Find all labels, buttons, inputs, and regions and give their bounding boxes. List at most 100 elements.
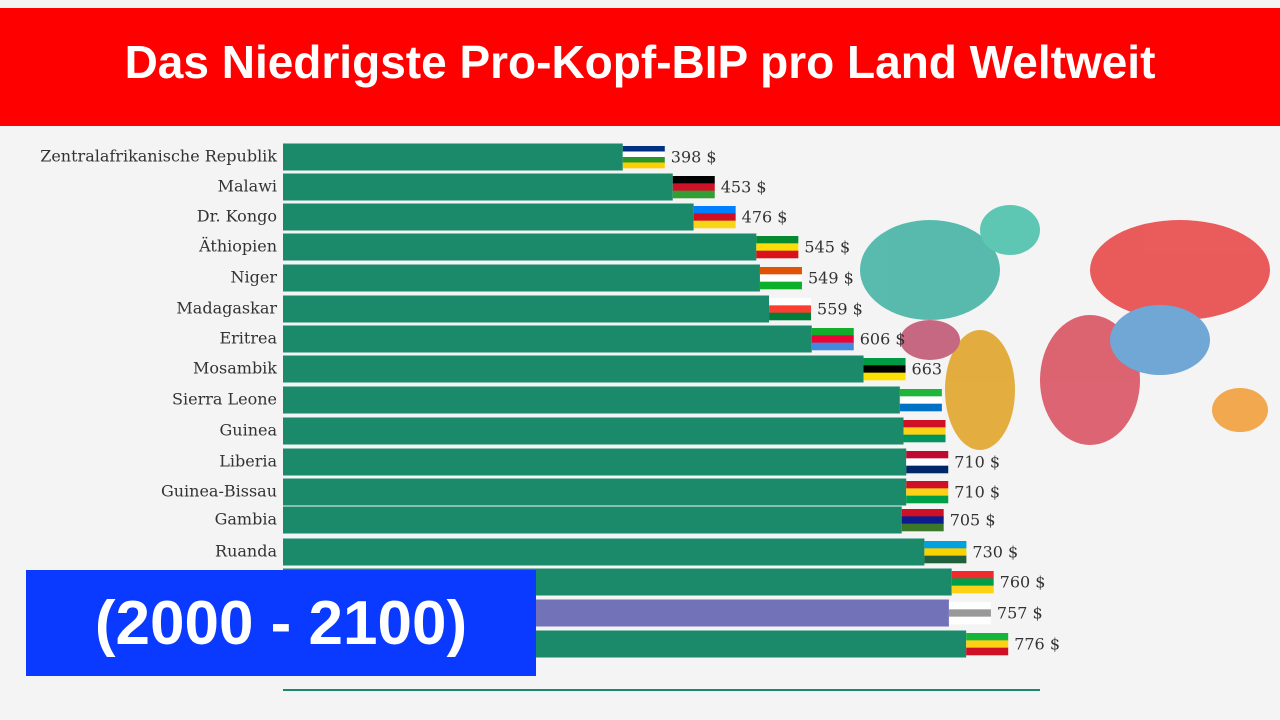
flag-stripe [622, 146, 665, 152]
bar [283, 264, 760, 292]
flag-stripe [966, 633, 1009, 641]
flag-stripe [903, 427, 946, 435]
category-label: Zentralafrikanische Republik [40, 147, 277, 166]
period-box: (2000 - 2100) [26, 570, 536, 676]
flag-stripe [672, 190, 715, 199]
flag-stripe [948, 609, 991, 617]
flag-stripe [759, 267, 802, 275]
category-label: Mosambik [193, 359, 277, 378]
title-banner: Das Niedrigste Pro-Kopf-BIP pro Land Wel… [0, 8, 1280, 126]
flag-stripe [811, 342, 854, 351]
flag-stripe [951, 578, 994, 586]
value-label: 757 $ [997, 604, 1043, 623]
category-label: Ruanda [215, 542, 277, 561]
flag-stripe [948, 616, 991, 625]
value-label: 453 $ [721, 178, 767, 197]
value-label: 776 $ [1014, 635, 1060, 654]
flag-stripe [951, 571, 994, 579]
flag-stripe [966, 647, 1009, 656]
flag-stripe [769, 305, 812, 313]
flag-stripe [693, 213, 736, 221]
flag-stripe [759, 281, 802, 290]
category-label: Niger [231, 268, 278, 287]
flag-stripe [951, 585, 994, 594]
flag-stripe [899, 403, 942, 412]
bar [283, 355, 864, 383]
flag-stripe [863, 372, 906, 381]
bar [283, 173, 673, 201]
flag-stripe [756, 236, 799, 244]
flag-stripe [769, 312, 812, 321]
flag-stripe [903, 420, 946, 428]
category-label: Guinea-Bissau [161, 482, 277, 501]
value-label: 710 $ [954, 483, 1000, 502]
world-map [860, 205, 1270, 450]
value-label: 760 $ [1000, 573, 1046, 592]
flag-stripe [863, 365, 906, 373]
flag-stripe [899, 389, 942, 397]
bar [283, 325, 812, 353]
flag-stripe [906, 451, 949, 459]
flag-stripe [966, 640, 1009, 648]
flag-stripe [622, 162, 665, 169]
period-label: (2000 - 2100) [94, 588, 468, 658]
flag-stripe [899, 396, 942, 404]
flag-stripe [672, 183, 715, 191]
value-label: 710 $ [954, 453, 1000, 472]
value-label: 559 $ [817, 300, 863, 319]
flag-stripe [769, 298, 812, 306]
flag-stripe [906, 458, 949, 466]
flag-stripe [906, 488, 949, 496]
flag-stripe [924, 548, 967, 556]
flag-stripe [672, 176, 715, 184]
flag-stripe [622, 157, 665, 163]
flag-stripe [756, 250, 799, 259]
category-label: Dr. Kongo [197, 207, 277, 226]
value-label: 705 $ [950, 511, 996, 530]
flag-stripe [924, 555, 967, 564]
value-label: 730 $ [972, 543, 1018, 562]
category-label: Guinea [219, 421, 277, 440]
value-label: 398 $ [671, 148, 717, 167]
flag-stripe [948, 602, 991, 610]
category-label: Malawi [218, 177, 277, 196]
flag-stripe [901, 523, 944, 532]
value-label: 549 $ [808, 269, 854, 288]
flag-stripe [811, 335, 854, 343]
flag-stripe [901, 516, 944, 524]
flag-stripe [903, 434, 946, 443]
flag-stripe [693, 206, 736, 214]
bar [283, 448, 907, 476]
value-label: 663 [912, 360, 943, 379]
flag-stripe [693, 220, 736, 229]
bar [283, 203, 694, 231]
category-label: Liberia [219, 452, 277, 471]
flag-stripe [901, 509, 944, 517]
flag-stripe [811, 328, 854, 336]
flag-stripe [756, 243, 799, 251]
bar [283, 417, 904, 445]
bar [283, 386, 900, 414]
flag-stripe [863, 358, 906, 366]
category-label: Gambia [215, 510, 278, 529]
flag-stripe [759, 274, 802, 282]
flag-stripe [622, 151, 665, 158]
value-label: 545 $ [804, 238, 850, 257]
bar [283, 506, 902, 534]
category-label: Eritrea [219, 329, 277, 348]
flag-stripe [924, 541, 967, 549]
chart-title: Das Niedrigste Pro-Kopf-BIP pro Land Wel… [124, 36, 1156, 88]
bar [283, 295, 770, 323]
bar [283, 478, 907, 506]
flag-stripe [906, 465, 949, 474]
flag-stripe [906, 481, 949, 489]
value-label: 606 $ [860, 330, 906, 349]
bar [283, 143, 623, 171]
value-label: 476 $ [742, 208, 788, 227]
category-label: Sierra Leone [172, 390, 277, 409]
category-label: Äthiopien [198, 236, 277, 256]
bar [283, 538, 925, 566]
category-label: Madagaskar [176, 299, 277, 318]
